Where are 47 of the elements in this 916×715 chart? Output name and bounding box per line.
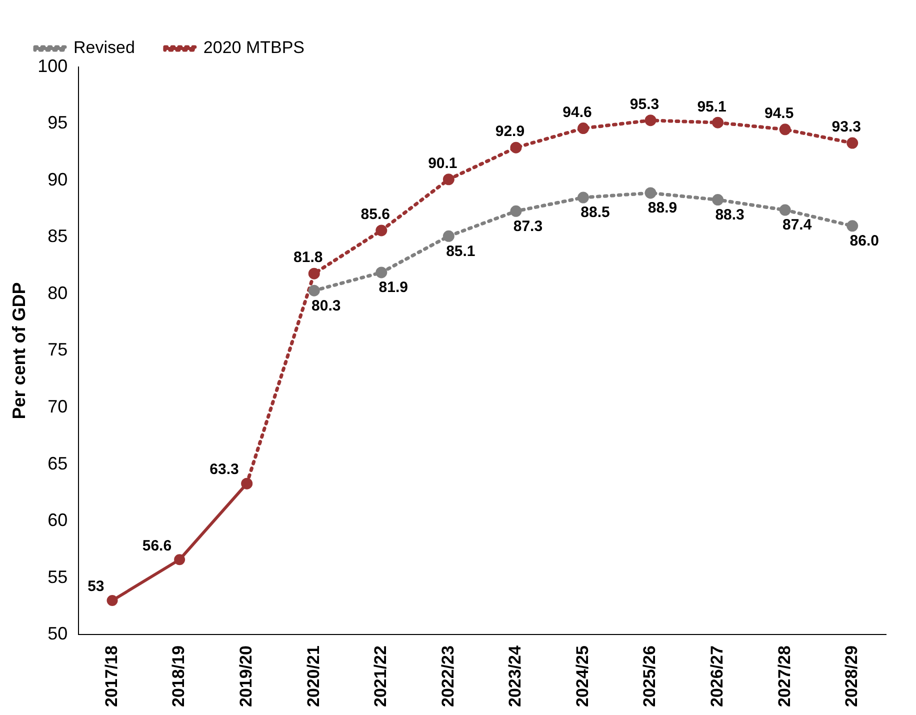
y-tick-label: 65 [48,453,68,474]
data-label: 88.9 [648,200,678,217]
x-tick-label: 2018/19 [169,646,188,707]
data-label: 81.8 [294,249,323,266]
data-label: 93.3 [832,118,861,136]
data-label: 94.6 [562,104,592,121]
data-label: 87.4 [782,216,812,234]
data-label: 56.6 [142,537,172,554]
y-tick-label: 100 [38,56,68,76]
legend-label: Revised [74,38,135,58]
x-tick-label: 2023/24 [506,645,525,707]
data-label: 53 [88,578,104,596]
y-tick-label: 50 [48,624,68,644]
y-tick-label: 85 [48,226,68,246]
data-label: 95.3 [630,96,660,113]
data-label: 88.3 [715,206,744,224]
y-tick-label: 80 [48,282,68,303]
x-tick-label: 2017/18 [102,646,121,707]
x-tick-label: 2024/25 [572,646,592,707]
data-label: 81.9 [378,279,408,296]
y-tick-label: 75 [48,340,68,360]
data-label: 80.3 [312,297,341,314]
x-tick-label: 2019/20 [236,646,256,707]
data-label: 92.9 [495,123,525,140]
data-label: 94.5 [764,105,794,122]
x-tick-label: 2027/28 [774,646,794,707]
x-tick-label: 2021/22 [371,646,390,707]
data-label: 86.0 [850,232,879,250]
data-label: 90.1 [428,155,458,172]
x-tick-label: 2022/23 [438,646,458,707]
y-axis-title: Per cent of GDP [8,282,29,420]
data-label: 88.5 [580,204,610,222]
x-tick-label: 2020/21 [304,646,323,707]
x-tick-label: 2025/26 [640,646,660,707]
y-tick-label: 55 [48,566,68,587]
x-tick-label: 2028/29 [842,646,862,707]
data-label: 87.3 [513,218,543,235]
data-label: 85.6 [360,206,390,224]
y-tick-label: 60 [48,510,68,530]
legend-label: 2020 MTBPS [203,38,305,58]
data-label: 95.1 [697,98,726,116]
y-tick-label: 90 [48,169,68,190]
data-label: 85.1 [446,242,476,260]
y-tick-label: 70 [48,396,68,416]
y-tick-label: 95 [48,112,68,133]
x-tick-label: 2026/27 [707,646,726,707]
data-label: 63.3 [210,461,239,478]
